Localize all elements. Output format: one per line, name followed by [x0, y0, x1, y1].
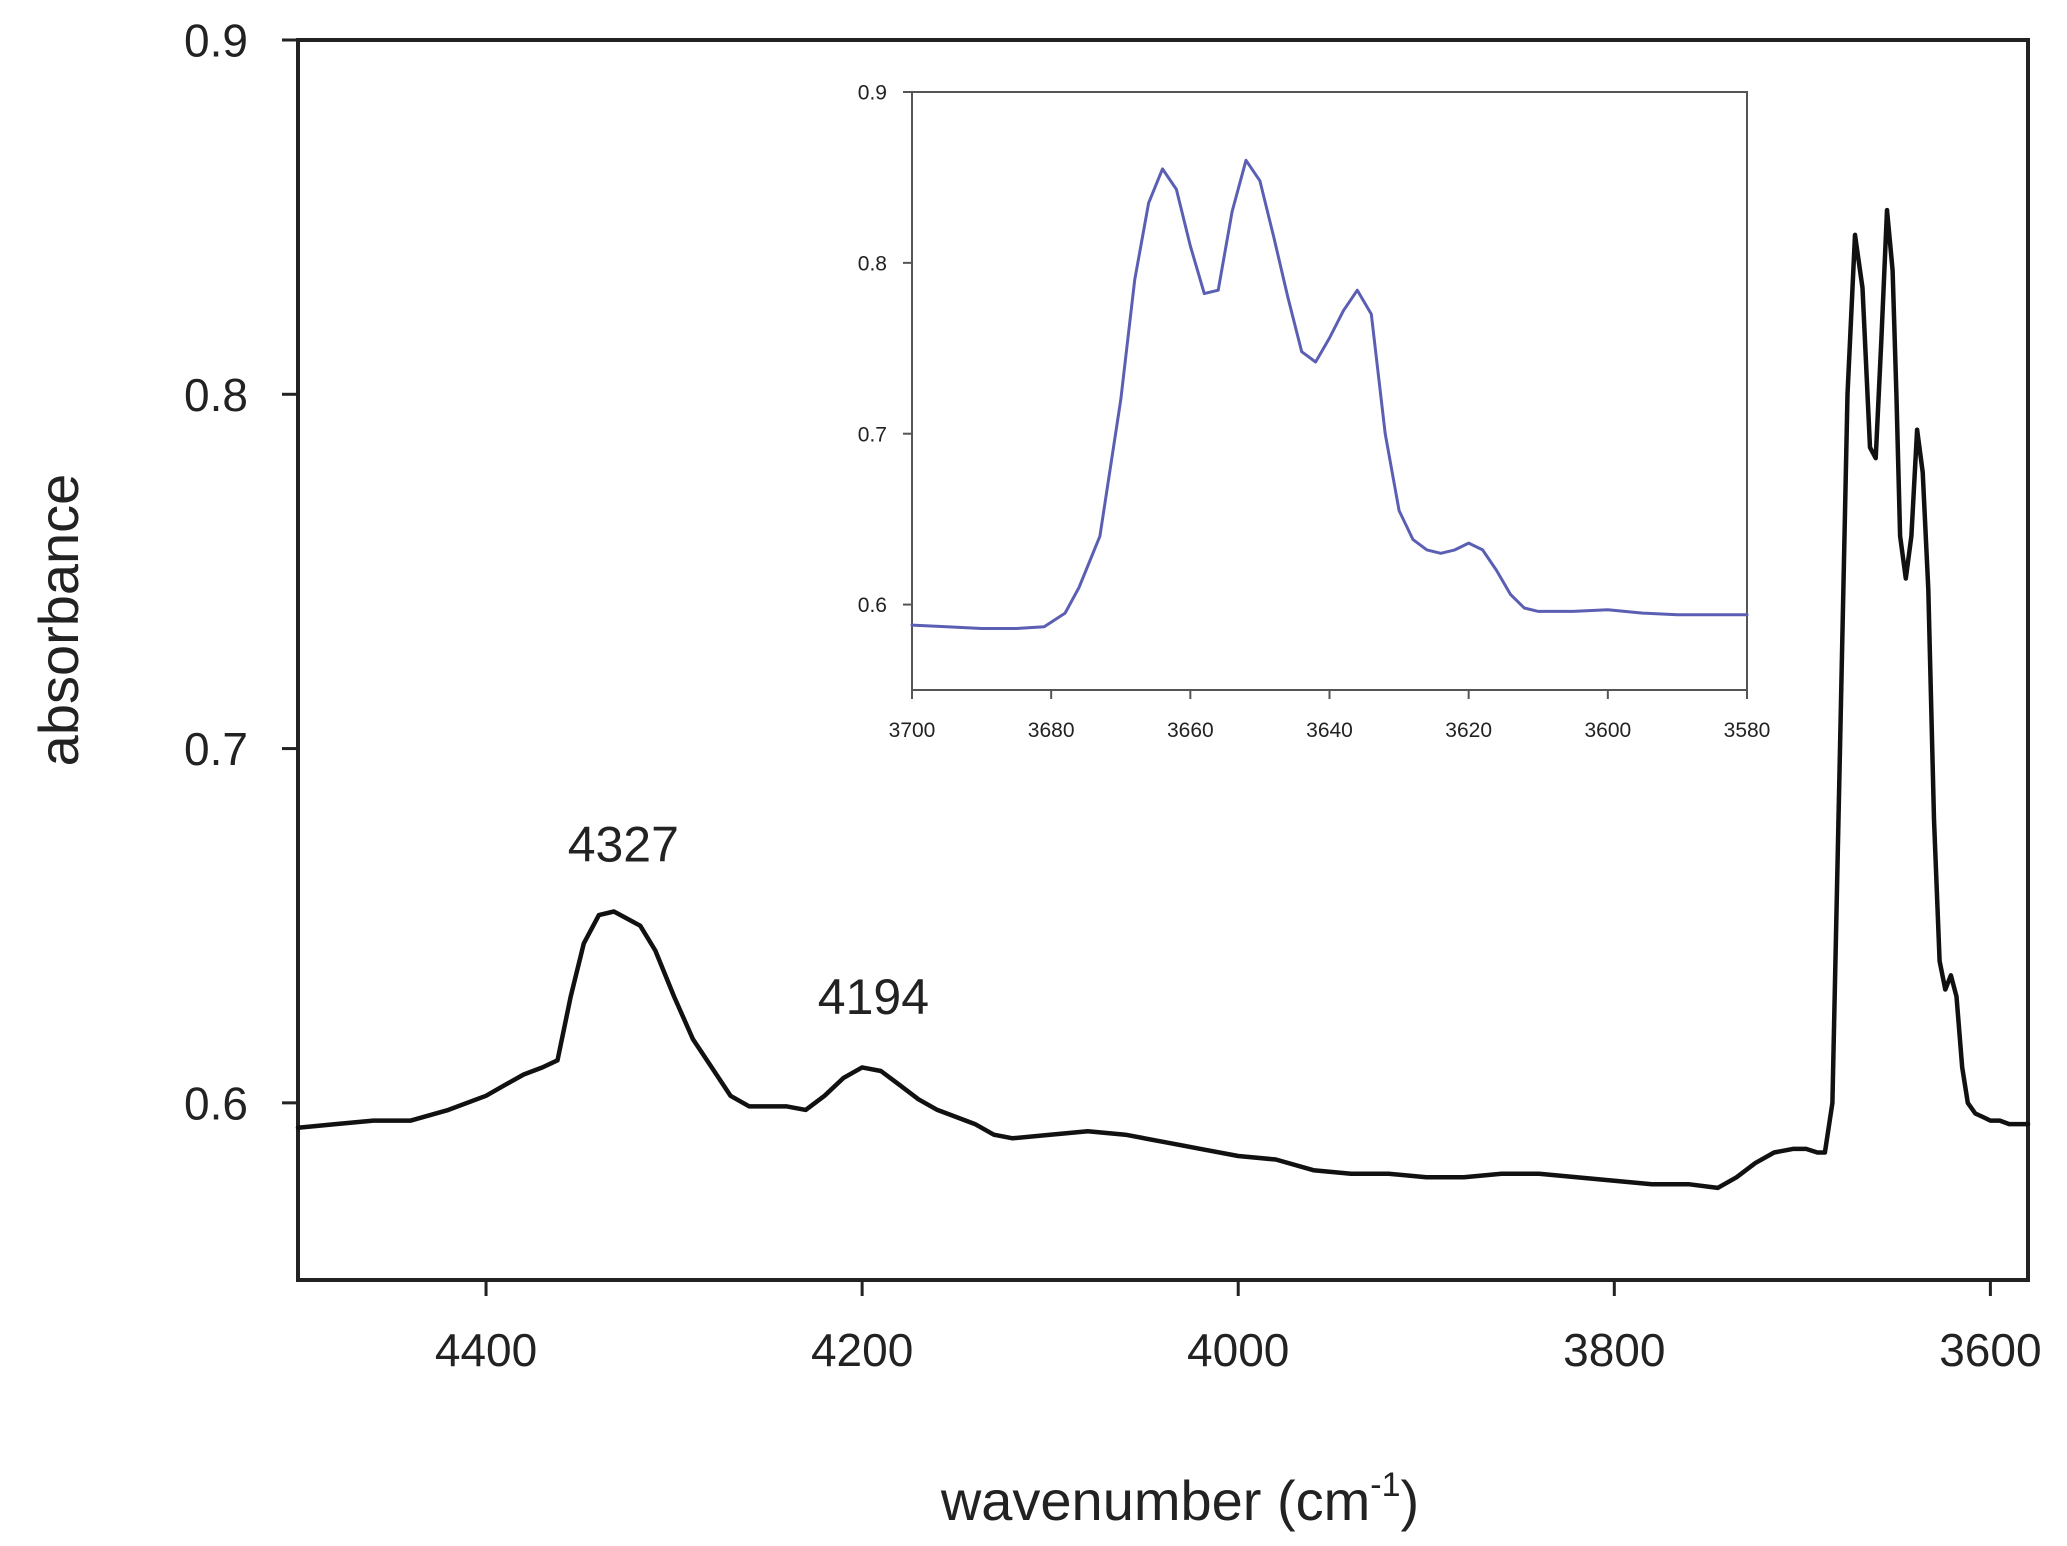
- inset-y-tick-label: 0.9: [858, 82, 887, 105]
- inset-x-tick-label: 3600: [1584, 719, 1631, 742]
- inset-y-tick-label: 0.8: [858, 252, 887, 275]
- inset-x-tick-label: 3660: [1167, 719, 1214, 742]
- inset-x-tick-label: 3580: [1724, 719, 1771, 742]
- x-axis-title-main: wavenumber (cm: [940, 1469, 1370, 1532]
- main-y-tick-label: 0.9: [184, 15, 248, 67]
- inset-plot-frame: [911, 91, 1748, 691]
- peak-label-4327: 4327: [568, 817, 679, 873]
- x-axis-title-superscript: -1: [1370, 1466, 1400, 1504]
- inset-x-tick-label: 3680: [1028, 719, 1075, 742]
- main-y-tick-label: 0.8: [184, 369, 248, 421]
- main-x-tick-label: 4400: [435, 1324, 537, 1376]
- main-x-tick-label: 3600: [1939, 1324, 2041, 1376]
- peak-label-4194: 4194: [818, 969, 929, 1025]
- main-y-tick-label: 0.7: [184, 723, 248, 775]
- main-x-axis: 4400 4200 4000 3800 3600: [435, 1280, 2042, 1376]
- main-x-tick-label: 4200: [811, 1324, 913, 1376]
- main-y-axis: 0.6 0.7 0.8 0.9: [184, 15, 298, 1129]
- inset-x-tick-label: 3620: [1445, 719, 1492, 742]
- main-spectrum-line: [295, 207, 2031, 1191]
- main-y-tick-label: 0.6: [184, 1077, 248, 1129]
- inset-spectrum-line: [910, 158, 1749, 630]
- main-x-tick-label: 3800: [1563, 1324, 1665, 1376]
- main-x-tick-label: 4000: [1187, 1324, 1289, 1376]
- inset-x-tick-label: 3640: [1306, 719, 1353, 742]
- inset-x-tick-label: 3700: [889, 719, 936, 742]
- inset-y-tick-label: 0.6: [858, 594, 887, 617]
- inset-y-tick-label: 0.7: [858, 423, 887, 446]
- x-axis-title-close: ): [1401, 1469, 1420, 1532]
- main-plot-frame: [296, 38, 2030, 1282]
- main-chart: 4400 4200 4000 3800 3600 0.6 0.7 0.8 0.9 4327 4…: [27, 15, 2042, 1532]
- inset-chart: 3700 3680 3660 3640 3620 3600 3580 0.60.70.80.…: [858, 82, 1771, 742]
- y-axis-title: absorbance: [27, 474, 90, 767]
- x-axis-title: wavenumber (cm-1): [940, 1466, 1419, 1532]
- inset-y-axis: 0.6 0.7 0.8 0.9: [858, 82, 912, 617]
- inset-x-axis: 3700 3680 3660 3640 3620 3600 3580: [889, 690, 1771, 742]
